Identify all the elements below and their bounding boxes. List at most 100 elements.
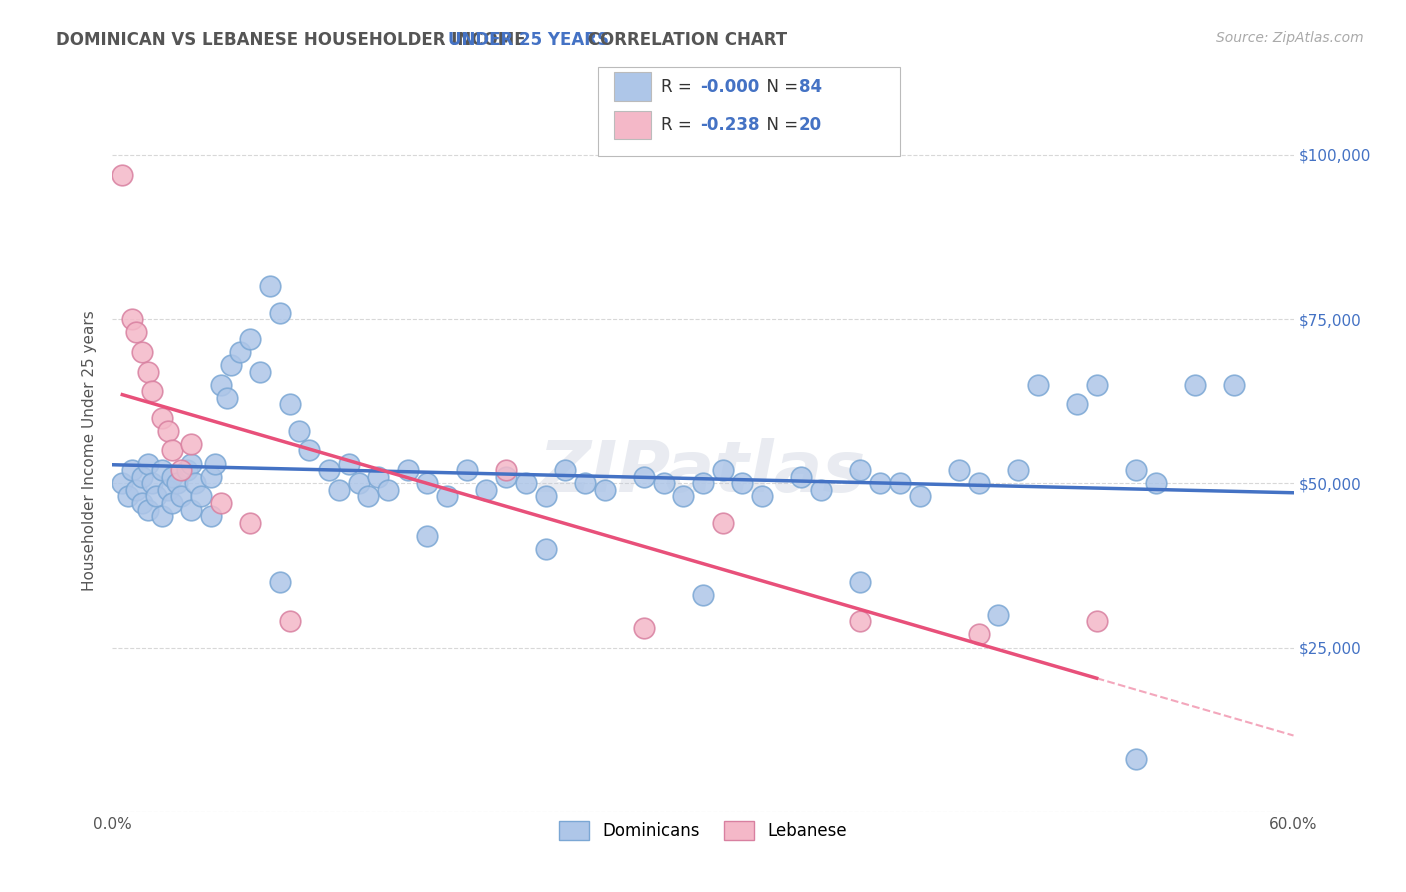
Point: [1026, 377, 1049, 392]
Point: [1085, 614, 1108, 628]
Point: [692, 476, 714, 491]
Point: [1066, 397, 1088, 411]
Text: -0.000: -0.000: [700, 78, 759, 95]
Point: [396, 463, 419, 477]
Point: [731, 476, 754, 491]
Point: [534, 541, 557, 556]
Point: [554, 463, 576, 477]
Point: [160, 443, 183, 458]
Y-axis label: Householder Income Under 25 years: Householder Income Under 25 years: [82, 310, 97, 591]
Point: [209, 496, 232, 510]
Point: [711, 463, 734, 477]
Point: [1125, 463, 1147, 477]
Text: N =: N =: [756, 116, 804, 134]
Text: R =: R =: [661, 78, 697, 95]
Point: [377, 483, 399, 497]
Point: [367, 469, 389, 483]
Point: [131, 496, 153, 510]
Point: [160, 469, 183, 483]
Point: [278, 614, 301, 628]
Point: [136, 365, 159, 379]
Point: [136, 457, 159, 471]
Point: [889, 476, 911, 491]
Point: [156, 483, 179, 497]
Point: [209, 377, 232, 392]
Text: 84: 84: [799, 78, 821, 95]
Point: [180, 437, 202, 451]
Point: [150, 509, 173, 524]
Point: [200, 469, 222, 483]
Point: [269, 305, 291, 319]
Point: [328, 483, 350, 497]
Text: -0.238: -0.238: [700, 116, 759, 134]
Text: Source: ZipAtlas.com: Source: ZipAtlas.com: [1216, 31, 1364, 45]
Point: [948, 463, 970, 477]
Point: [416, 476, 439, 491]
Point: [111, 168, 134, 182]
Point: [633, 621, 655, 635]
Point: [534, 490, 557, 504]
Point: [170, 490, 193, 504]
Point: [125, 325, 148, 339]
Point: [436, 490, 458, 504]
Point: [170, 463, 193, 477]
Point: [204, 457, 226, 471]
Point: [987, 607, 1010, 622]
Point: [416, 529, 439, 543]
Point: [337, 457, 360, 471]
Point: [672, 490, 695, 504]
Text: R =: R =: [661, 116, 697, 134]
Point: [1085, 377, 1108, 392]
Point: [515, 476, 537, 491]
Point: [249, 365, 271, 379]
Point: [456, 463, 478, 477]
Point: [176, 463, 198, 477]
Text: ZIPatlas: ZIPatlas: [540, 438, 866, 507]
Point: [160, 496, 183, 510]
Point: [229, 345, 252, 359]
Point: [184, 476, 207, 491]
Point: [239, 516, 262, 530]
Point: [908, 490, 931, 504]
Point: [150, 463, 173, 477]
Point: [259, 279, 281, 293]
Point: [1223, 377, 1246, 392]
Point: [495, 469, 517, 483]
Legend: Dominicans, Lebanese: Dominicans, Lebanese: [553, 814, 853, 847]
Text: N =: N =: [756, 78, 804, 95]
Point: [347, 476, 370, 491]
Point: [111, 476, 134, 491]
Point: [751, 490, 773, 504]
Point: [475, 483, 498, 497]
Point: [215, 391, 238, 405]
Point: [1144, 476, 1167, 491]
Point: [239, 332, 262, 346]
Point: [711, 516, 734, 530]
Point: [166, 476, 188, 491]
Point: [849, 574, 872, 589]
Point: [967, 627, 990, 641]
Point: [1184, 377, 1206, 392]
Point: [150, 410, 173, 425]
Text: UNDER 25 YEARS: UNDER 25 YEARS: [449, 31, 609, 49]
Point: [117, 490, 139, 504]
Point: [849, 614, 872, 628]
Point: [298, 443, 321, 458]
Point: [1007, 463, 1029, 477]
Point: [849, 463, 872, 477]
Point: [269, 574, 291, 589]
Point: [1125, 752, 1147, 766]
Point: [200, 509, 222, 524]
Point: [121, 312, 143, 326]
Point: [495, 463, 517, 477]
Point: [180, 502, 202, 516]
Point: [136, 502, 159, 516]
Point: [131, 345, 153, 359]
Point: [278, 397, 301, 411]
Point: [288, 424, 311, 438]
Point: [318, 463, 340, 477]
Point: [810, 483, 832, 497]
Text: CORRELATION CHART: CORRELATION CHART: [582, 31, 787, 49]
Text: DOMINICAN VS LEBANESE HOUSEHOLDER INCOME: DOMINICAN VS LEBANESE HOUSEHOLDER INCOME: [56, 31, 531, 49]
Point: [869, 476, 891, 491]
